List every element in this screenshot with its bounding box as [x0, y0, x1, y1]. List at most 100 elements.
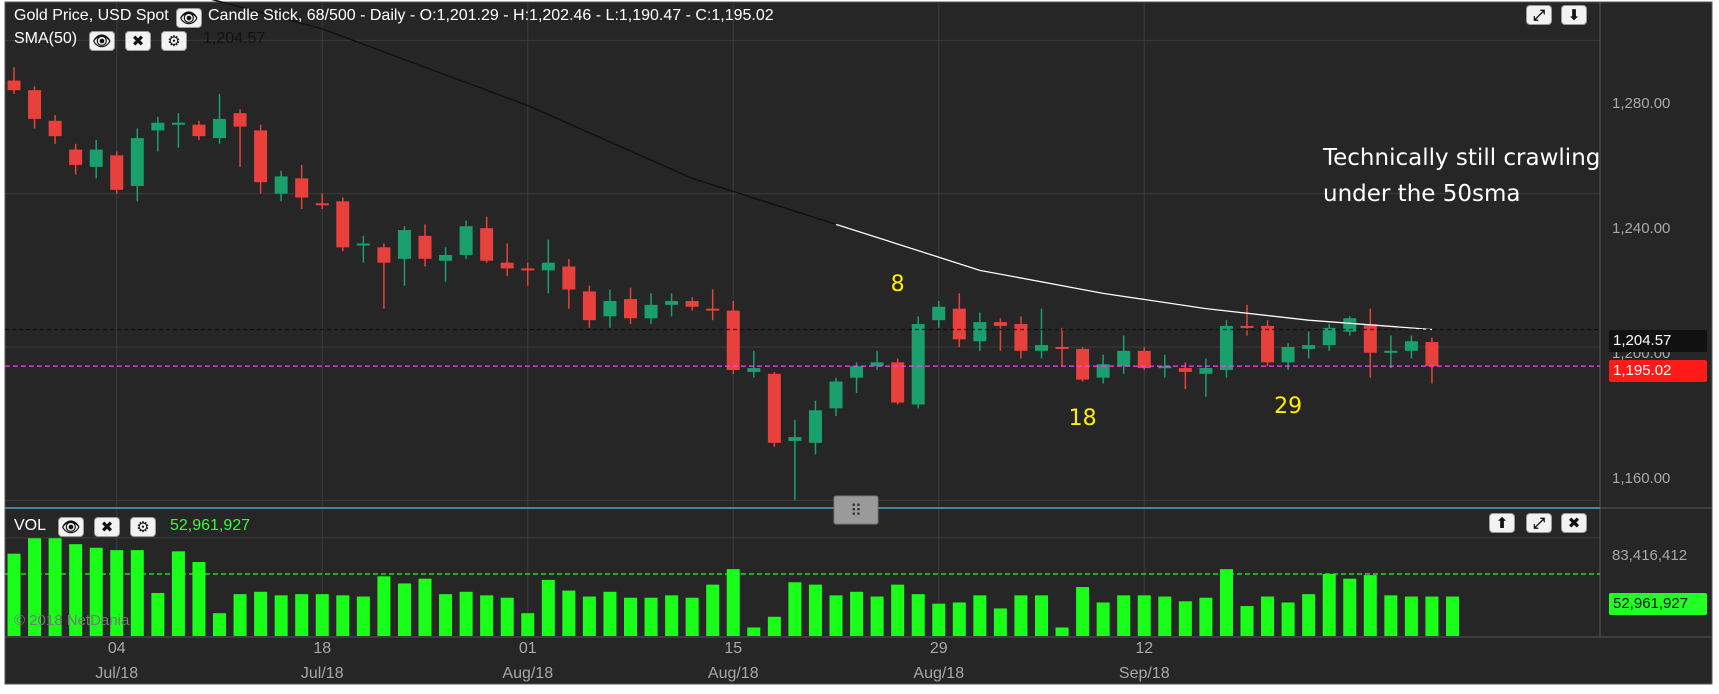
candle: [521, 262, 535, 286]
chart-background: [4, 1, 1713, 685]
candle: [418, 224, 432, 267]
candle: [850, 362, 864, 393]
candle-body: [541, 262, 555, 271]
candle-body: [48, 120, 62, 137]
candle-body: [397, 230, 411, 259]
volume-bar: [993, 608, 1007, 636]
price-tick-label: 1,240.00: [1612, 220, 1671, 237]
volume-bar: [459, 591, 473, 636]
candle-body: [911, 324, 925, 405]
chart-title: Gold Price, USD Spot: [14, 7, 169, 24]
candle-body: [993, 322, 1007, 326]
maximize-button[interactable]: ⤢: [1526, 5, 1552, 25]
expand-icon: ⤢: [1532, 514, 1545, 532]
candle: [254, 124, 268, 194]
volume-bar: [48, 538, 62, 636]
candle-body: [1384, 350, 1398, 353]
sma-line: [211, 0, 1433, 331]
candle: [911, 316, 925, 409]
candle-body: [7, 80, 21, 91]
candle: [747, 350, 761, 378]
volume-bar: [151, 592, 165, 636]
candle: [336, 197, 350, 252]
x-tick-month: Aug/18: [913, 665, 965, 682]
candle-body: [1281, 347, 1295, 363]
candle-body: [1117, 350, 1131, 367]
candle: [1014, 316, 1028, 359]
x-tick-month: Jul/18: [300, 665, 344, 682]
close-icon: ✖: [1567, 514, 1581, 532]
candle-body: [1137, 350, 1151, 369]
pane-resize-handle: [833, 495, 879, 525]
x-tick-day: 15: [724, 640, 743, 657]
candle-body: [315, 203, 329, 206]
volume-bar: [808, 584, 822, 636]
volume-visibility-button[interactable]: 👁: [58, 517, 84, 537]
volume-bar: [932, 603, 946, 636]
candle-body: [1322, 327, 1336, 346]
volume-bar: [788, 582, 802, 636]
candle: [1178, 362, 1192, 390]
volume-bar: [89, 547, 103, 636]
sma-settings-button[interactable]: ⚙: [161, 31, 187, 51]
volume-value-badge: 52,961,927: [1609, 593, 1707, 615]
volume-bar: [911, 594, 925, 636]
sma-visibility-button[interactable]: 👁: [89, 31, 115, 51]
candle-body: [706, 308, 720, 311]
candle-body: [808, 410, 822, 443]
sma-remove-button[interactable]: ✖: [125, 31, 151, 51]
volume-bar: [110, 550, 124, 636]
volume-bar: [192, 562, 206, 636]
volume-bar: [1363, 575, 1377, 636]
candle-body: [952, 308, 966, 340]
candle: [1343, 316, 1357, 336]
candle: [500, 243, 514, 277]
volume-bar: [1055, 627, 1069, 636]
volume-bars: [7, 538, 1459, 636]
close-icon: ✖: [100, 518, 114, 536]
candle: [726, 301, 740, 374]
volume-close-button[interactable]: ✖: [1561, 513, 1587, 533]
x-tick-day: 12: [1135, 640, 1154, 657]
candle-body: [480, 228, 494, 261]
candle: [377, 243, 391, 309]
volume-remove-button[interactable]: ✖: [94, 517, 120, 537]
candle: [685, 297, 699, 311]
volume-bar: [644, 597, 658, 636]
candle-body: [644, 304, 658, 319]
price-tick-label: 1,160.00: [1612, 470, 1671, 487]
reference-lines: [5, 328, 1600, 575]
visibility-toggle-button[interactable]: 👁: [176, 8, 202, 28]
candle-body: [254, 130, 268, 183]
volume-maximize-button[interactable]: ⤢: [1526, 513, 1552, 533]
candle-body: [665, 301, 679, 305]
close-price-badge: 1,195.02: [1609, 360, 1707, 382]
volume-bar: [397, 583, 411, 636]
candle-body: [788, 437, 802, 441]
volume-bar: [1446, 596, 1459, 636]
candle: [480, 216, 494, 263]
candle-body: [69, 149, 83, 165]
candle: [439, 247, 453, 282]
move-down-button[interactable]: ⬇: [1561, 5, 1587, 25]
candle: [295, 164, 309, 209]
volume-settings-button[interactable]: ⚙: [130, 517, 156, 537]
volume-move-up-button[interactable]: ⬆: [1489, 513, 1515, 533]
candle: [1425, 337, 1439, 384]
candle: [1096, 354, 1110, 384]
volume-bar: [1178, 601, 1192, 636]
candle: [1302, 331, 1316, 359]
candle-body: [274, 176, 288, 194]
candle-body: [726, 310, 740, 370]
candle-body: [891, 362, 905, 403]
candle-body: [1158, 366, 1172, 369]
candle-body: [1035, 345, 1048, 351]
candle: [69, 143, 83, 175]
candle: [788, 419, 802, 501]
candle-body: [356, 243, 370, 246]
chart-note-line-1: Technically still crawling: [1323, 145, 1601, 171]
annotation-label: 18: [1068, 405, 1097, 431]
candle: [1322, 324, 1336, 351]
